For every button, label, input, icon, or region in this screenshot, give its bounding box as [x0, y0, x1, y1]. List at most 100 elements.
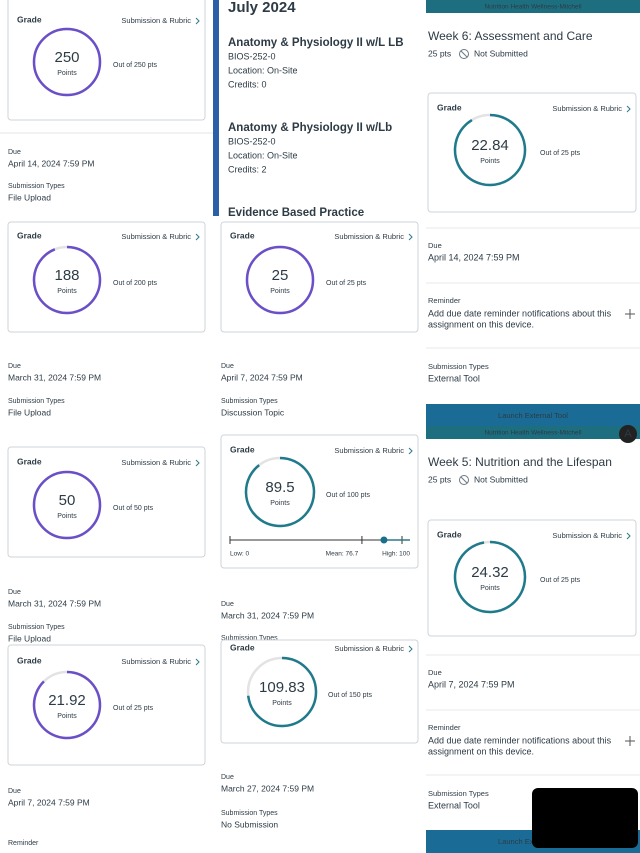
detail-value: File Upload	[8, 407, 51, 417]
chevron	[626, 532, 631, 540]
detail-value: Add due date reminder notifications abou…	[428, 735, 612, 745]
grade-ring	[453, 113, 527, 187]
launch-button[interactable]	[426, 404, 640, 427]
score: 50	[59, 492, 76, 509]
out-of: Out of 100 pts	[326, 492, 370, 499]
stat-label: Low: 0	[230, 551, 250, 558]
add-icon	[625, 309, 635, 319]
chevron	[408, 645, 413, 653]
points-unit: Points	[57, 513, 77, 520]
stat-label: High: 100	[382, 551, 410, 558]
course-name: Nutrition Health Wellness-Mitchell	[484, 430, 582, 437]
course-name: Evidence Based Practice	[228, 207, 364, 219]
detail-value: No Submission	[221, 819, 278, 829]
grade-label: Grade	[230, 642, 255, 652]
detail-value: April 7, 2024 7:59 PM	[428, 679, 515, 689]
score: 21.92	[48, 692, 86, 709]
detail-label: Reminder	[8, 840, 39, 847]
month-heading: July 2024	[228, 0, 296, 16]
chevron	[195, 233, 200, 241]
grade-label: Grade	[230, 230, 255, 240]
course-bar	[426, 426, 640, 439]
grade-ring	[32, 245, 102, 315]
rubric-link[interactable]: Submission & Rubric	[334, 644, 404, 653]
detail-value: File Upload	[8, 192, 51, 202]
grade-label: Grade	[17, 14, 42, 24]
add-icon	[625, 736, 635, 746]
course-location: Location: On-Site	[228, 65, 298, 75]
detail-value: Discussion Topic	[221, 407, 285, 417]
detail-label: Reminder	[428, 723, 461, 732]
rubric-link[interactable]: Submission & Rubric	[121, 232, 191, 241]
score: 25	[272, 267, 289, 284]
score: 109.83	[259, 679, 305, 696]
chevron	[408, 447, 413, 455]
score: 24.32	[471, 564, 509, 581]
score: 188	[54, 267, 79, 284]
out-of: Out of 25 pts	[540, 577, 581, 584]
grade-ring	[32, 27, 102, 97]
grade-label: Grade	[437, 529, 462, 539]
rubric-link[interactable]: Submission & Rubric	[334, 232, 404, 241]
chevron	[195, 459, 200, 467]
score: 250	[54, 49, 79, 66]
course-bar	[426, 0, 640, 13]
detail-value: External Tool	[428, 373, 480, 383]
out-of: Out of 25 pts	[540, 150, 581, 157]
course-credits: Credits: 0	[228, 79, 267, 89]
assignment-status: Not Submitted	[474, 48, 528, 58]
grade-ring	[453, 540, 527, 614]
detail-value: March 31, 2024 7:59 PM	[221, 610, 314, 620]
schedule-panel: July 2024 Anatomy & Physiology II w/L LB B…	[213, 0, 404, 219]
detail-label: Submission Types	[8, 183, 65, 190]
points-unit: Points	[270, 288, 290, 295]
detail-label: Submission Types	[221, 635, 278, 642]
detail-label: Submission Types	[8, 398, 65, 405]
assignment-points: 25 pts	[428, 474, 451, 484]
course-code: BIOS-252-0	[228, 51, 276, 61]
rubric-link[interactable]: Submission & Rubric	[121, 458, 191, 467]
grade-label: Grade	[230, 444, 255, 454]
rubric-link[interactable]: Submission & Rubric	[552, 104, 622, 113]
score: 89.5	[265, 479, 294, 496]
rubric-link[interactable]: Submission & Rubric	[552, 531, 622, 540]
detail-label: Submission Types	[428, 789, 489, 798]
detail-value: April 14, 2024 7:59 PM	[428, 252, 520, 262]
course-name: Anatomy & Physiology II w/Lb	[228, 122, 392, 134]
grade-label: Grade	[437, 102, 462, 112]
score-dot	[380, 536, 388, 544]
detail-value: March 31, 2024 7:59 PM	[8, 372, 101, 382]
detail-label: Submission Types	[8, 624, 65, 631]
out-of: Out of 25 pts	[113, 705, 154, 712]
detail-value: March 31, 2024 7:59 PM	[8, 598, 101, 608]
grade-card	[220, 639, 419, 744]
rubric-link[interactable]: Submission & Rubric	[121, 16, 191, 25]
course-credits: Credits: 2	[228, 164, 267, 174]
chevron	[626, 105, 631, 113]
detail-label: Reminder	[428, 296, 461, 305]
out-of: Out of 250 pts	[113, 62, 157, 69]
rubric-link[interactable]: Submission & Rubric	[334, 446, 404, 455]
rubric-link[interactable]: Submission & Rubric	[121, 657, 191, 666]
detail-label: Submission Types	[428, 362, 489, 371]
course-location: Location: On-Site	[228, 150, 298, 160]
grade-label: Grade	[17, 456, 42, 466]
grade-card	[427, 519, 637, 637]
score: 22.84	[471, 137, 509, 154]
avatar-letter: A	[624, 428, 632, 440]
chevron	[195, 658, 200, 666]
detail-label: Due	[221, 363, 234, 370]
detail-label: Due	[221, 774, 234, 781]
detail-value: Add due date reminder notifications abou…	[428, 308, 612, 318]
detail-label: Due	[8, 149, 21, 156]
detail-label: Due	[428, 668, 442, 677]
out-of: Out of 50 pts	[113, 505, 154, 512]
grade-ring	[32, 470, 102, 540]
launch-button-label[interactable]: Launch External Tool	[498, 411, 568, 420]
detail-value: March 27, 2024 7:59 PM	[221, 783, 314, 793]
detail-value: April 7, 2024 7:59 PM	[221, 372, 303, 382]
detail-label: Due	[428, 241, 442, 250]
points-unit: Points	[270, 500, 290, 507]
out-of: Out of 200 pts	[113, 280, 157, 287]
